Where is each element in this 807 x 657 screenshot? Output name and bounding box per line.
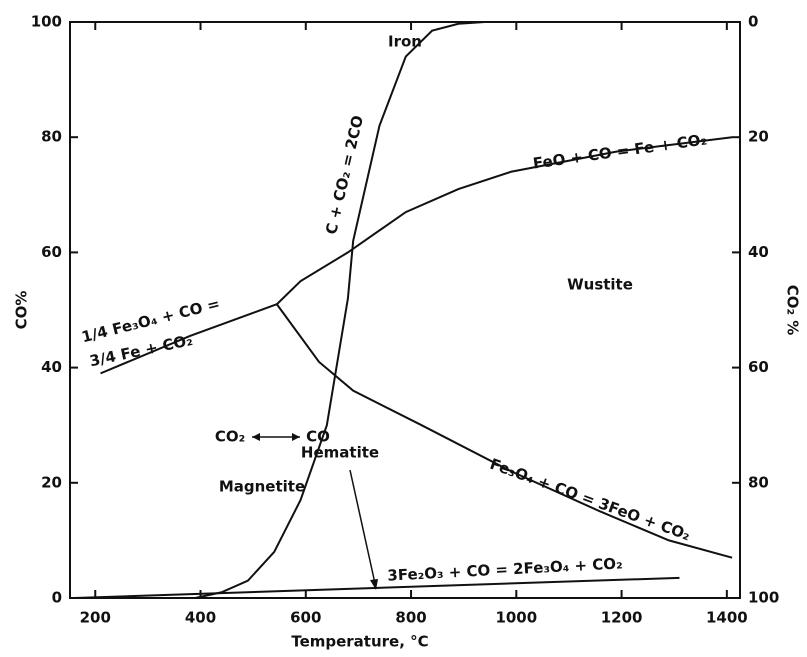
y2-tick-label: 40 [748,243,769,261]
y-tick-label: 40 [41,358,62,376]
annotation: FeO + CO = Fe + CO₂ [532,130,708,172]
y2-tick-label: 80 [748,473,769,491]
y-tick-label: 60 [41,243,62,261]
x-tick-label: 200 [80,609,111,627]
y-tick-label: 80 [41,128,62,146]
annotation: Magnetite [219,478,305,496]
phase-boundary [195,22,516,598]
y2-tick-label: 0 [748,13,758,31]
annotation: C + CO₂ = 2CO [322,114,367,236]
y2-tick-label: 20 [748,128,769,146]
annotation: Hematite [301,444,379,462]
x-tick-label: 1200 [601,609,643,627]
x-tick-label: 1400 [706,609,748,627]
co-arrow [252,433,300,441]
y-tick-label: 20 [41,473,62,491]
x-tick-label: 1000 [495,609,537,627]
x-tick-label: 600 [290,609,321,627]
y-tick-label: 0 [52,589,62,607]
annotation: Wustite [567,276,633,294]
y2-axis-label: CO₂ % [784,285,802,336]
x-axis-label: Temperature, °C [291,633,428,651]
hematite-arrow [350,470,378,590]
y-tick-label: 100 [31,13,62,31]
x-tick-label: 400 [185,609,216,627]
annotation: Iron [388,33,422,51]
annotation: CO₂ [215,428,245,446]
y2-tick-label: 60 [748,358,769,376]
y2-tick-label: 100 [748,589,779,607]
x-tick-label: 800 [395,609,426,627]
annotation: Fe₃O₄ + CO = 3FeO + CO₂ [488,455,693,544]
y-axis-label: CO% [13,291,31,330]
chart: Temperature, °C CO% CO₂ % 20040060080010… [0,0,807,657]
